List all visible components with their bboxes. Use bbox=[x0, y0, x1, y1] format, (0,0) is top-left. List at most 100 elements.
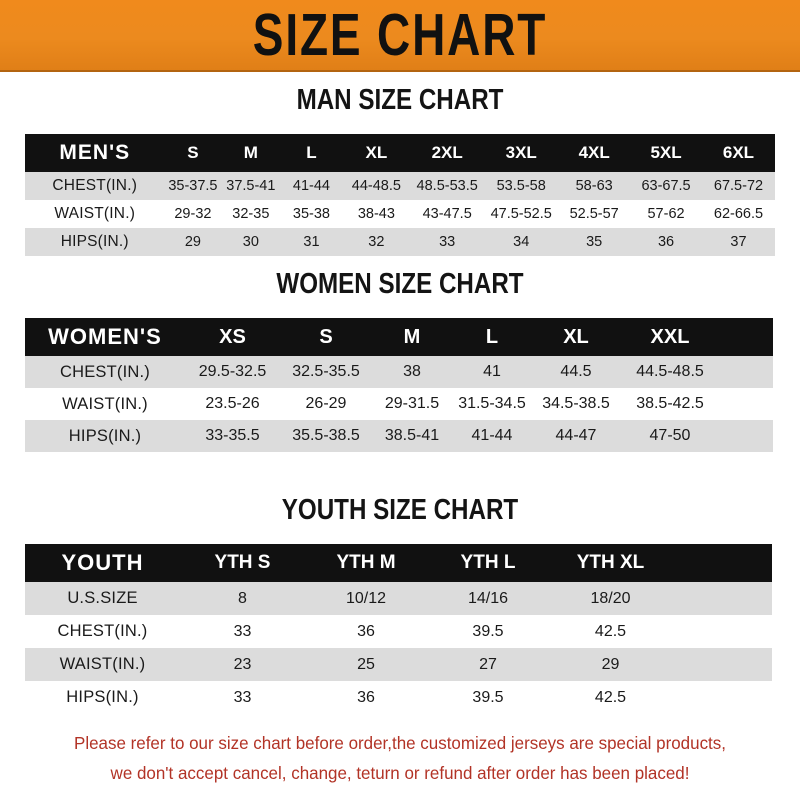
women-waist-2: 29-31.5 bbox=[372, 388, 452, 420]
women-waist-0: 23.5-26 bbox=[185, 388, 280, 420]
youth-size-table-block: YOUTH YTH S YTH M YTH L YTH XL U.S.SIZE … bbox=[25, 544, 772, 714]
youth-chest-0: 33 bbox=[180, 615, 305, 648]
youth-row-label-waist: WAIST(IN.) bbox=[25, 648, 180, 681]
man-waist-8: 62-66.5 bbox=[701, 200, 775, 228]
youth-chest-2: 39.5 bbox=[427, 615, 549, 648]
women-size-col-0: XS bbox=[185, 318, 280, 356]
women-size-col-spacer bbox=[720, 318, 773, 356]
women-hips-1: 35.5-38.5 bbox=[280, 420, 372, 452]
youth-ussize-0: 8 bbox=[180, 582, 305, 615]
youth-row-label-ussize: U.S.SIZE bbox=[25, 582, 180, 615]
man-chest-7: 63-67.5 bbox=[630, 172, 702, 200]
women-chest-1: 32.5-35.5 bbox=[280, 356, 372, 388]
table-row: CHEST(IN.) 33 36 39.5 42.5 bbox=[25, 615, 772, 648]
table-row: HIPS(IN.) 29 30 31 32 33 34 35 36 37 bbox=[25, 228, 775, 256]
women-section-title-wrap: WOMEN SIZE CHART bbox=[0, 266, 800, 300]
women-waist-spacer bbox=[720, 388, 773, 420]
youth-chest-1: 36 bbox=[305, 615, 427, 648]
man-row-label-waist: WAIST(IN.) bbox=[25, 200, 165, 228]
women-section-title: WOMEN SIZE CHART bbox=[276, 266, 524, 300]
women-row-label-waist: WAIST(IN.) bbox=[25, 388, 185, 420]
women-chest-4: 44.5 bbox=[532, 356, 620, 388]
women-size-col-3: L bbox=[452, 318, 532, 356]
man-hips-2: 31 bbox=[280, 228, 343, 256]
table-row: CHEST(IN.) 29.5-32.5 32.5-35.5 38 41 44.… bbox=[25, 356, 773, 388]
table-row: WAIST(IN.) 23.5-26 26-29 29-31.5 31.5-34… bbox=[25, 388, 773, 420]
women-waist-5: 38.5-42.5 bbox=[620, 388, 720, 420]
youth-ussize-spacer bbox=[672, 582, 772, 615]
page-title: SIZE CHART bbox=[252, 1, 548, 69]
women-hips-3: 41-44 bbox=[452, 420, 532, 452]
youth-hips-3: 42.5 bbox=[549, 681, 672, 714]
youth-header-row: YOUTH YTH S YTH M YTH L YTH XL bbox=[25, 544, 772, 582]
youth-waist-1: 25 bbox=[305, 648, 427, 681]
women-size-table-block: WOMEN'S XS S M L XL XXL CHEST(IN.) 29.5-… bbox=[25, 318, 773, 452]
women-header-row: WOMEN'S XS S M L XL XXL bbox=[25, 318, 773, 356]
women-hips-5: 47-50 bbox=[620, 420, 720, 452]
table-row: WAIST(IN.) 29-32 32-35 35-38 38-43 43-47… bbox=[25, 200, 775, 228]
women-header-label: WOMEN'S bbox=[25, 318, 185, 356]
order-policy-note-line-2: we don't accept cancel, change, teturn o… bbox=[110, 763, 690, 783]
women-hips-2: 38.5-41 bbox=[372, 420, 452, 452]
man-row-label-hips: HIPS(IN.) bbox=[25, 228, 165, 256]
man-hips-5: 34 bbox=[484, 228, 559, 256]
man-size-col-0: S bbox=[164, 134, 222, 172]
man-waist-1: 32-35 bbox=[221, 200, 281, 228]
man-header-label: MEN'S bbox=[25, 134, 165, 172]
man-size-col-6: 4XL bbox=[558, 134, 631, 172]
page-banner: SIZE CHART bbox=[0, 0, 800, 72]
women-size-col-1: S bbox=[280, 318, 372, 356]
table-row: HIPS(IN.) 33 36 39.5 42.5 bbox=[25, 681, 772, 714]
man-hips-8: 37 bbox=[701, 228, 775, 256]
youth-ussize-2: 14/16 bbox=[427, 582, 549, 615]
man-waist-4: 43-47.5 bbox=[410, 200, 485, 228]
women-chest-spacer bbox=[720, 356, 773, 388]
women-size-col-4: XL bbox=[532, 318, 620, 356]
women-chest-2: 38 bbox=[372, 356, 452, 388]
youth-header-label: YOUTH bbox=[25, 544, 180, 582]
man-waist-2: 35-38 bbox=[280, 200, 343, 228]
man-row-label-chest: CHEST(IN.) bbox=[25, 172, 165, 200]
man-waist-6: 52.5-57 bbox=[558, 200, 631, 228]
youth-waist-2: 27 bbox=[427, 648, 549, 681]
man-waist-3: 38-43 bbox=[342, 200, 411, 228]
youth-hips-1: 36 bbox=[305, 681, 427, 714]
man-size-col-7: 5XL bbox=[630, 134, 702, 172]
man-chest-0: 35-37.5 bbox=[164, 172, 222, 200]
man-hips-4: 33 bbox=[410, 228, 485, 256]
man-waist-0: 29-32 bbox=[164, 200, 222, 228]
women-hips-0: 33-35.5 bbox=[185, 420, 280, 452]
youth-size-col-1: YTH M bbox=[305, 544, 427, 582]
man-size-col-5: 3XL bbox=[484, 134, 559, 172]
man-hips-3: 32 bbox=[342, 228, 411, 256]
man-chest-8: 67.5-72 bbox=[701, 172, 775, 200]
youth-size-table: YOUTH YTH S YTH M YTH L YTH XL U.S.SIZE … bbox=[25, 544, 772, 714]
man-waist-7: 57-62 bbox=[630, 200, 702, 228]
man-size-table-block: MEN'S S M L XL 2XL 3XL 4XL 5XL 6XL CHEST… bbox=[25, 134, 775, 256]
man-chest-5: 53.5-58 bbox=[484, 172, 559, 200]
youth-row-label-chest: CHEST(IN.) bbox=[25, 615, 180, 648]
women-hips-4: 44-47 bbox=[532, 420, 620, 452]
table-row: CHEST(IN.) 35-37.5 37.5-41 41-44 44-48.5… bbox=[25, 172, 775, 200]
man-chest-2: 41-44 bbox=[280, 172, 343, 200]
women-waist-3: 31.5-34.5 bbox=[452, 388, 532, 420]
man-section-title-wrap: MAN SIZE CHART bbox=[0, 82, 800, 116]
youth-waist-3: 29 bbox=[549, 648, 672, 681]
women-chest-5: 44.5-48.5 bbox=[620, 356, 720, 388]
youth-section-title-wrap: YOUTH SIZE CHART bbox=[0, 492, 800, 526]
table-row: HIPS(IN.) 33-35.5 35.5-38.5 38.5-41 41-4… bbox=[25, 420, 773, 452]
table-row: U.S.SIZE 8 10/12 14/16 18/20 bbox=[25, 582, 772, 615]
youth-row-label-hips: HIPS(IN.) bbox=[25, 681, 180, 714]
youth-size-col-0: YTH S bbox=[180, 544, 305, 582]
man-chest-4: 48.5-53.5 bbox=[410, 172, 485, 200]
women-chest-0: 29.5-32.5 bbox=[185, 356, 280, 388]
women-hips-spacer bbox=[720, 420, 773, 452]
man-size-table: MEN'S S M L XL 2XL 3XL 4XL 5XL 6XL CHEST… bbox=[25, 134, 775, 256]
man-hips-0: 29 bbox=[164, 228, 222, 256]
youth-hips-2: 39.5 bbox=[427, 681, 549, 714]
man-hips-1: 30 bbox=[221, 228, 281, 256]
women-row-label-hips: HIPS(IN.) bbox=[25, 420, 185, 452]
women-size-col-2: M bbox=[372, 318, 452, 356]
man-hips-7: 36 bbox=[630, 228, 702, 256]
man-chest-6: 58-63 bbox=[558, 172, 631, 200]
